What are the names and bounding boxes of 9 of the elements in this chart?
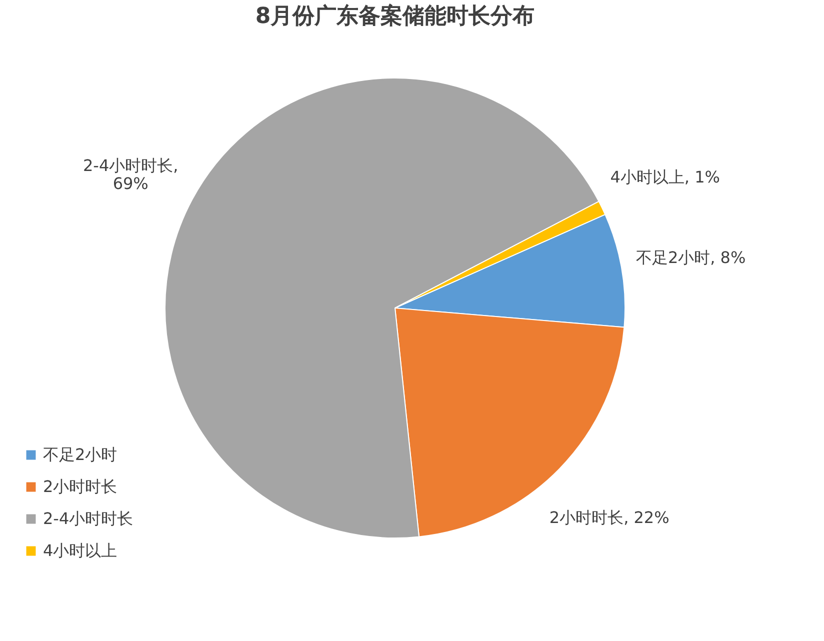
data-label: 4小时以上, 1% xyxy=(610,167,720,186)
legend-label: 4小时以上 xyxy=(43,541,118,560)
legend-label: 2小时时长 xyxy=(43,477,118,496)
data-label: 2-4小时时长, 69% xyxy=(83,156,178,194)
data-label: 不足2小时, 8% xyxy=(636,248,746,267)
data-label: 2小时时长, 22% xyxy=(549,508,670,527)
legend-label: 不足2小时 xyxy=(43,445,118,464)
legend-label: 2-4小时时长 xyxy=(43,509,134,528)
chart-title: 8月份广东备案储能时长分布 xyxy=(255,3,535,29)
